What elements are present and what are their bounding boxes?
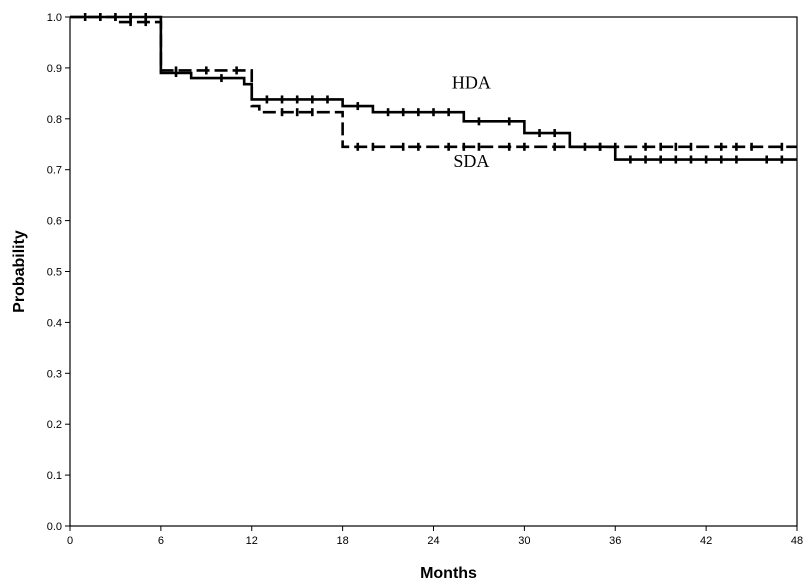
series-sda [70, 13, 797, 151]
x-tick-label: 12 [246, 535, 258, 547]
x-tick-label: 18 [337, 535, 349, 547]
y-tick-label: 0.5 [47, 267, 62, 279]
x-tick-label: 24 [427, 535, 439, 547]
y-axis-title: Probability [11, 230, 28, 313]
x-tick-label: 42 [700, 535, 712, 547]
y-tick-label: 0.6 [47, 216, 62, 228]
y-tick-label: 0.8 [47, 114, 62, 126]
x-tick-label: 6 [158, 535, 164, 547]
series-label-hda: HDA [452, 72, 491, 92]
series-hda [70, 13, 797, 164]
labels: Months Probability HDA SDA [11, 72, 491, 582]
y-tick-label: 0.1 [47, 470, 62, 482]
series-line-hda [70, 15, 797, 161]
y-tick-label: 0.9 [47, 63, 62, 75]
y-tick-label: 0.2 [47, 419, 62, 431]
x-tick-label: 0 [67, 535, 73, 547]
y-tick-label: 1.0 [47, 12, 62, 24]
series-line-sda [70, 15, 797, 149]
x-tick-label: 48 [791, 535, 803, 547]
x-tick-label: 36 [609, 535, 621, 547]
y-tick-label: 0.0 [47, 521, 62, 533]
series-label-sda: SDA [453, 151, 489, 171]
x-tick-label: 30 [518, 535, 530, 547]
axes: 0 6 12 18 24 30 36 42 48 0.0 0.1 0.2 0.3 0.4 0.5 0.6 0.7… [47, 12, 803, 547]
x-axis-title: Months [420, 565, 477, 582]
plot-area [70, 13, 797, 164]
y-tick-label: 0.7 [47, 165, 62, 177]
y-tick-label: 0.3 [47, 368, 62, 380]
plot-frame [69, 16, 798, 527]
y-tick-label: 0.4 [47, 317, 62, 329]
